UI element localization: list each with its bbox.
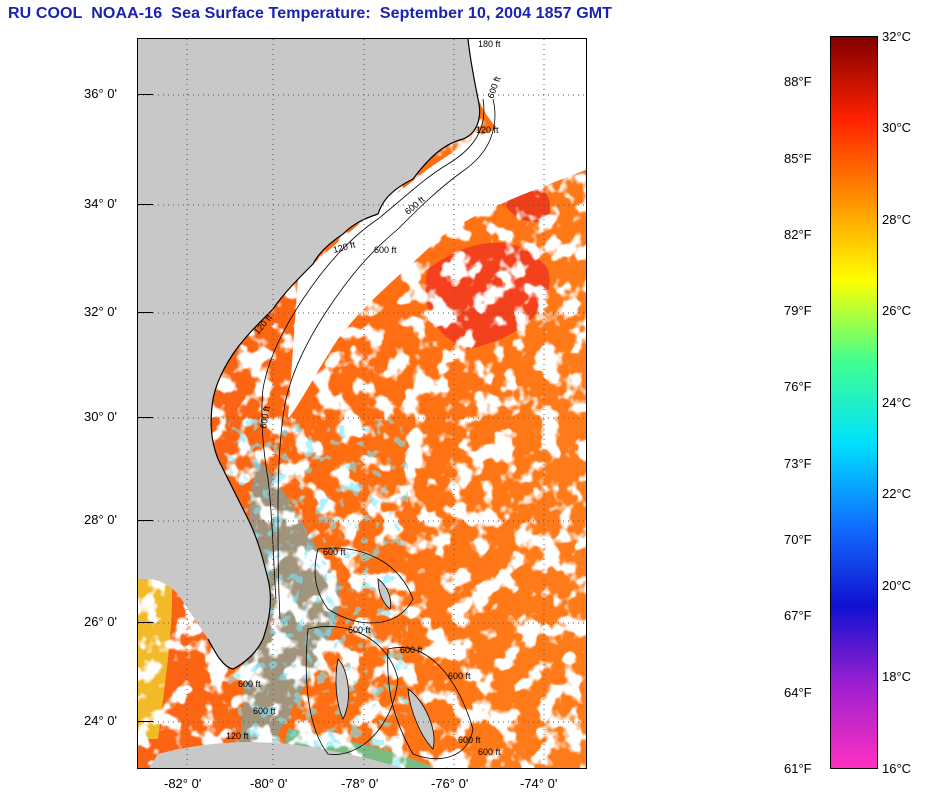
land-bahamas-2	[335, 658, 349, 720]
lon-label-76: -76° 0'	[431, 776, 469, 791]
contour-label: 600 ft	[323, 547, 346, 557]
coastline	[207, 39, 481, 670]
colorbar-label-f: 64°F	[784, 685, 812, 700]
contour-label: 600 ft	[478, 747, 501, 757]
contour-label: 600 ft	[253, 706, 276, 716]
colorbar-label-c: 30°C	[882, 120, 912, 135]
contour-label: 600 ft	[400, 645, 423, 655]
colorbar-label-f: 76°F	[784, 379, 812, 394]
contour-label: 600 ft	[448, 671, 471, 681]
colorbar-label-f: 67°F	[784, 608, 812, 623]
lon-label-78: -78° 0'	[341, 776, 379, 791]
map-title: RU COOL NOAA-16 Sea Surface Temperature:…	[8, 5, 613, 22]
lat-label-32: 32° 0'	[84, 304, 117, 319]
lat-label-28: 28° 0'	[84, 512, 117, 527]
colorbar-label-f: 82°F	[784, 227, 812, 242]
land-southeast-us	[138, 39, 480, 669]
lat-label-36: 36° 0'	[84, 86, 117, 101]
colorbar-label-c: 26°C	[882, 303, 912, 318]
sst-map-canvas: 180 ft 600 ft 120 ft 600 ft 120 ft 600 f…	[138, 39, 586, 768]
lon-label-82: -82° 0'	[164, 776, 202, 791]
colorbar-label-c: 32°C	[882, 29, 912, 44]
contour-120ft	[261, 98, 485, 600]
colorbar-label-f: 61°F	[784, 761, 812, 776]
contour-label: 600 ft	[458, 735, 481, 745]
contour-label: 120 ft	[226, 731, 249, 741]
colorbar-label-c: 18°C	[882, 669, 912, 684]
contour-600ft	[277, 98, 496, 620]
contour-labels: 180 ft 600 ft 120 ft 600 ft 120 ft 600 f…	[226, 39, 503, 757]
contour-bahamas-2	[305, 626, 399, 755]
lat-label-26: 26° 0'	[84, 614, 117, 629]
lat-grid	[138, 94, 586, 723]
colorbar-label-f: 73°F	[784, 456, 812, 471]
lat-label-30: 30° 0'	[84, 409, 117, 424]
lon-label-80: -80° 0'	[250, 776, 288, 791]
lon-grid	[186, 39, 545, 768]
colorbar-label-f: 85°F	[784, 151, 812, 166]
contour-label: 600 ft	[348, 625, 371, 635]
contour-label: 600 ft	[374, 245, 397, 255]
colorbar-label-c: 20°C	[882, 578, 912, 593]
colorbar-label-c: 28°C	[882, 212, 912, 227]
lon-label-74: -74° 0'	[520, 776, 558, 791]
contour-label: 180 ft	[478, 39, 501, 49]
land-bahamas-3	[407, 688, 435, 750]
colorbar-label-c: 16°C	[882, 761, 912, 776]
contour-bahamas-1	[314, 547, 414, 624]
contour-label: 600 ft	[258, 405, 272, 429]
land-cuba	[149, 742, 402, 768]
colorbar-label-f: 79°F	[784, 303, 812, 318]
sst-map[interactable]: 180 ft 600 ft 120 ft 600 ft 120 ft 600 f…	[137, 38, 587, 769]
contour-label: 120 ft	[476, 125, 499, 135]
cloud-coastal	[288, 124, 586, 419]
lat-label-34: 34° 0'	[84, 196, 117, 211]
contour-bahamas-3	[387, 647, 474, 760]
contour-label: 600 ft	[238, 679, 261, 689]
land-bahamas-1	[377, 578, 392, 610]
lat-label-24: 24° 0'	[84, 713, 117, 728]
colorbar-label-f: 88°F	[784, 74, 812, 89]
temperature-colorbar	[830, 36, 878, 769]
colorbar-label-c: 22°C	[882, 486, 912, 501]
cloud-coastal-2	[468, 39, 586, 129]
colorbar-label-f: 70°F	[784, 532, 812, 547]
colorbar-label-c: 24°C	[882, 395, 912, 410]
